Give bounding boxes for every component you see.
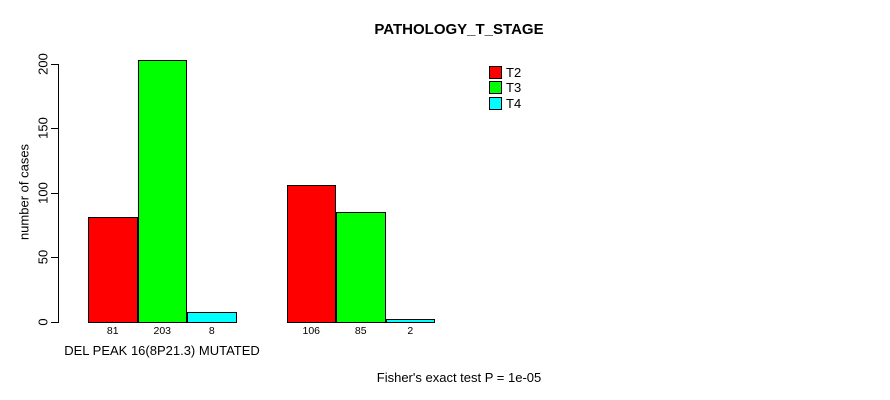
- bar-value-label: 8: [208, 324, 215, 337]
- legend-swatch-t3: [489, 81, 502, 95]
- bar-t4-group-1: [187, 311, 237, 323]
- bar-t3-group-2: [336, 212, 386, 323]
- stat-annotation: Fisher's exact test P = 1e-05: [376, 370, 542, 385]
- y-axis-tick: [51, 128, 58, 130]
- bar-t2-group-2: [286, 184, 336, 323]
- y-axis-tick-label: 100: [35, 181, 51, 204]
- legend-swatch-t2: [489, 65, 502, 79]
- bar-value-label: 203: [153, 324, 172, 337]
- bar-value-label: 81: [106, 324, 119, 337]
- y-axis-tick: [51, 63, 58, 65]
- legend-item-t2: T2: [489, 65, 521, 80]
- y-axis-tick: [51, 192, 58, 194]
- y-axis-tick-label: 150: [35, 117, 51, 139]
- y-axis-label: number of cases: [16, 143, 32, 241]
- bar-value-label: 106: [302, 324, 321, 337]
- y-axis-tick: [51, 257, 58, 259]
- bar-t4-group-2: [385, 319, 435, 323]
- bar-t3-group-1: [137, 59, 187, 323]
- legend-label: T2: [506, 64, 522, 80]
- y-axis-tick-label: 200: [35, 52, 51, 75]
- chart-title: PATHOLOGY_T_STAGE: [374, 21, 544, 38]
- legend-swatch-t4: [489, 97, 502, 111]
- legend-label: T4: [506, 96, 522, 112]
- bar-value-label: 85: [354, 324, 367, 337]
- legend-item-t3: T3: [489, 80, 521, 95]
- y-axis-tick: [51, 322, 58, 323]
- legend-item-t4: T4: [489, 96, 521, 111]
- legend-label: T3: [506, 80, 522, 96]
- y-axis-line: [58, 63, 59, 323]
- x-group-label: DEL PEAK 16(8P21.3) MUTATED: [64, 343, 260, 358]
- y-axis-tick-label: 50: [35, 250, 51, 265]
- y-axis-tick-label: 0: [35, 318, 51, 326]
- bar-value-label: 2: [407, 324, 414, 337]
- bar-t2-group-1: [88, 217, 138, 323]
